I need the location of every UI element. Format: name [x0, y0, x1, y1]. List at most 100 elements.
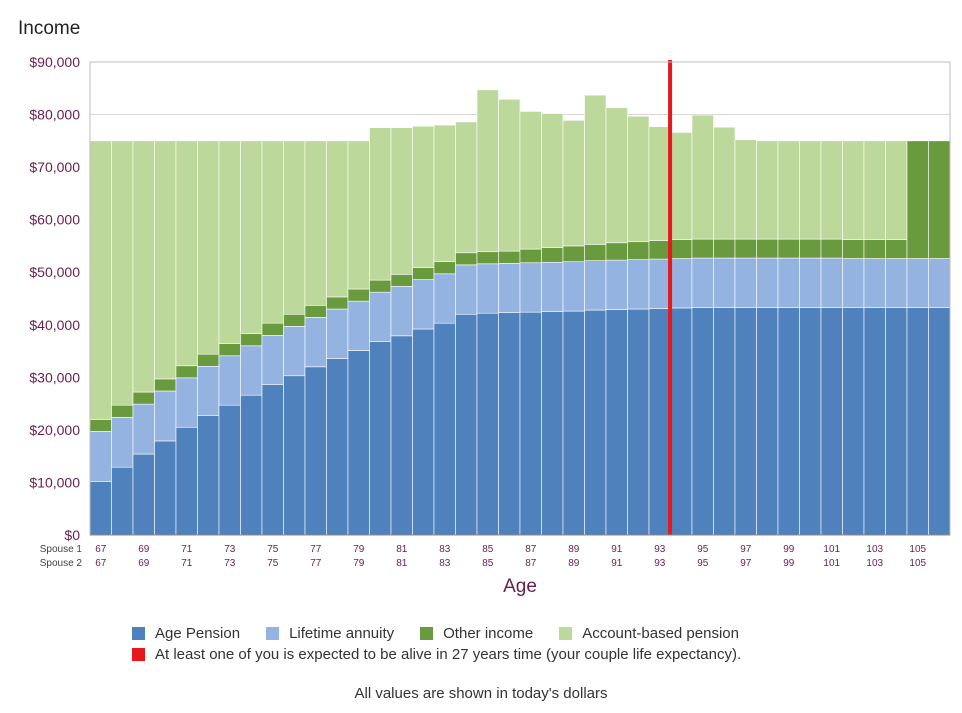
bar-segment-age-pension	[347, 350, 370, 536]
bar-segment-age-pension	[734, 307, 757, 536]
bar-segment-account-based-pension	[455, 121, 478, 254]
bar-segment-other-income	[476, 251, 499, 265]
bar-segment-account-based-pension	[648, 126, 671, 241]
bar-segment-other-income	[132, 391, 155, 405]
bar-segment-other-income	[304, 305, 327, 318]
bar-segment-account-based-pension	[240, 140, 263, 335]
legend-label: Other income	[443, 625, 534, 642]
bar-segment-lifetime-annuity	[455, 264, 478, 315]
bar-segment-lifetime-annuity	[627, 259, 650, 310]
bar-segment-other-income	[197, 353, 220, 367]
bar-segment-account-based-pension	[627, 115, 650, 243]
bar-segment-age-pension	[197, 415, 220, 536]
x-tick-label: 99	[783, 544, 795, 555]
x-tick-label: 71	[181, 544, 193, 555]
bar-segment-lifetime-annuity	[691, 257, 714, 308]
x-tick-label: 73	[224, 544, 236, 555]
bar-segment-lifetime-annuity	[89, 431, 112, 482]
bar-segment-other-income	[519, 248, 542, 264]
legend-label: Age Pension	[155, 625, 241, 642]
bar-segment-lifetime-annuity	[885, 258, 908, 308]
bar-segment-lifetime-annuity	[498, 262, 521, 313]
bar-segment-account-based-pension	[713, 126, 736, 240]
x-tick-label: 73	[224, 558, 236, 569]
bar-segment-lifetime-annuity	[648, 258, 671, 309]
bar-segment-other-income	[89, 419, 112, 432]
bar-segment-account-based-pension	[369, 127, 392, 281]
bar-segment-lifetime-annuity	[820, 257, 843, 308]
bar-segment-other-income	[326, 296, 349, 310]
bar-segment-account-based-pension	[799, 140, 822, 240]
y-tick-label: $90,000	[29, 54, 80, 70]
bar-segment-account-based-pension	[132, 140, 155, 393]
x-tick-label: 95	[697, 558, 709, 569]
bar-segment-account-based-pension	[433, 124, 456, 263]
bar-segment-other-income	[498, 250, 521, 264]
bar-segment-other-income	[885, 239, 908, 259]
bar-segment-age-pension	[455, 313, 478, 536]
x-tick-labels: Spouse 1 67 69 71 73 75 77 79 81 83 85 87 89 91 93 95 97…	[40, 544, 927, 569]
bar-segment-age-pension	[218, 404, 241, 536]
bar-segment-lifetime-annuity	[842, 258, 865, 308]
bar-segment-age-pension	[691, 307, 714, 536]
x-tick-label: 105	[909, 544, 926, 555]
y-tick-label: $70,000	[29, 159, 80, 175]
x-tick-label: 79	[353, 558, 365, 569]
legend-swatch	[420, 627, 434, 640]
bar-segment-other-income	[283, 313, 306, 327]
bar-segment-lifetime-annuity	[154, 390, 177, 442]
bar-segment-lifetime-annuity	[261, 334, 284, 385]
bar-segment-account-based-pension	[111, 140, 134, 406]
bar-segment-age-pension	[476, 312, 499, 536]
x-tick-label: 95	[697, 544, 709, 555]
bar-segment-age-pension	[799, 307, 822, 536]
bar-segment-other-income	[218, 343, 241, 357]
bar-segment-age-pension	[240, 394, 263, 536]
bar-segment-lifetime-annuity	[175, 377, 198, 428]
x-tick-label: 103	[866, 544, 883, 555]
bar-segment-other-income	[691, 238, 714, 259]
bar-segment-account-based-pension	[347, 140, 370, 290]
bar-segment-other-income	[928, 140, 951, 259]
bar-segment-age-pension	[175, 426, 198, 536]
x-tick-label: 103	[866, 558, 883, 569]
bars	[89, 89, 951, 536]
plot-frame	[89, 61, 951, 536]
bar-segment-account-based-pension	[304, 140, 327, 306]
legend-item-lifetime-annuity: Lifetime annuity	[266, 625, 394, 642]
legend-swatch-red	[132, 648, 145, 661]
bar-segment-lifetime-annuity	[412, 279, 435, 330]
legend-label: Account-based pension	[582, 625, 739, 642]
bar-segment-account-based-pension	[390, 127, 413, 275]
bar-segment-age-pension	[820, 307, 843, 536]
bar-segment-account-based-pension	[412, 125, 435, 268]
bar-segment-other-income	[605, 242, 628, 261]
bar-segment-age-pension	[584, 309, 607, 536]
bar-segment-age-pension	[605, 309, 628, 536]
x-tick-label: 99	[783, 558, 795, 569]
bar-segment-age-pension	[777, 307, 800, 536]
bar-segment-age-pension	[541, 311, 564, 536]
x-tick-label: 91	[611, 544, 623, 555]
bar-segment-other-income	[756, 238, 779, 259]
bar-segment-age-pension	[627, 308, 650, 536]
y-tick-label: $20,000	[29, 422, 80, 438]
x-tick-label: 93	[654, 558, 666, 569]
x-row-label: Spouse 2	[40, 558, 83, 569]
bar-segment-account-based-pension	[261, 140, 284, 324]
bar-segment-other-income	[369, 279, 392, 293]
bar-segment-age-pension	[390, 335, 413, 536]
bar-segment-lifetime-annuity	[799, 257, 822, 308]
bar-segment-age-pension	[519, 311, 542, 536]
footer-note: All values are shown in today's dollars	[354, 685, 608, 702]
bar-segment-account-based-pension	[691, 114, 714, 240]
legend-life-expectancy-row: At least one of you is expected to be al…	[132, 644, 765, 665]
x-tick-label: 75	[267, 544, 279, 555]
x-row-label: Spouse 1	[40, 544, 83, 555]
bar-segment-age-pension	[928, 307, 951, 536]
legend: Age Pension Lifetime annuity Other incom…	[132, 623, 765, 665]
bar-segment-lifetime-annuity	[863, 258, 886, 308]
bar-segment-age-pension	[412, 328, 435, 536]
bar-segment-lifetime-annuity	[541, 261, 564, 312]
bar-segment-other-income	[390, 274, 413, 287]
